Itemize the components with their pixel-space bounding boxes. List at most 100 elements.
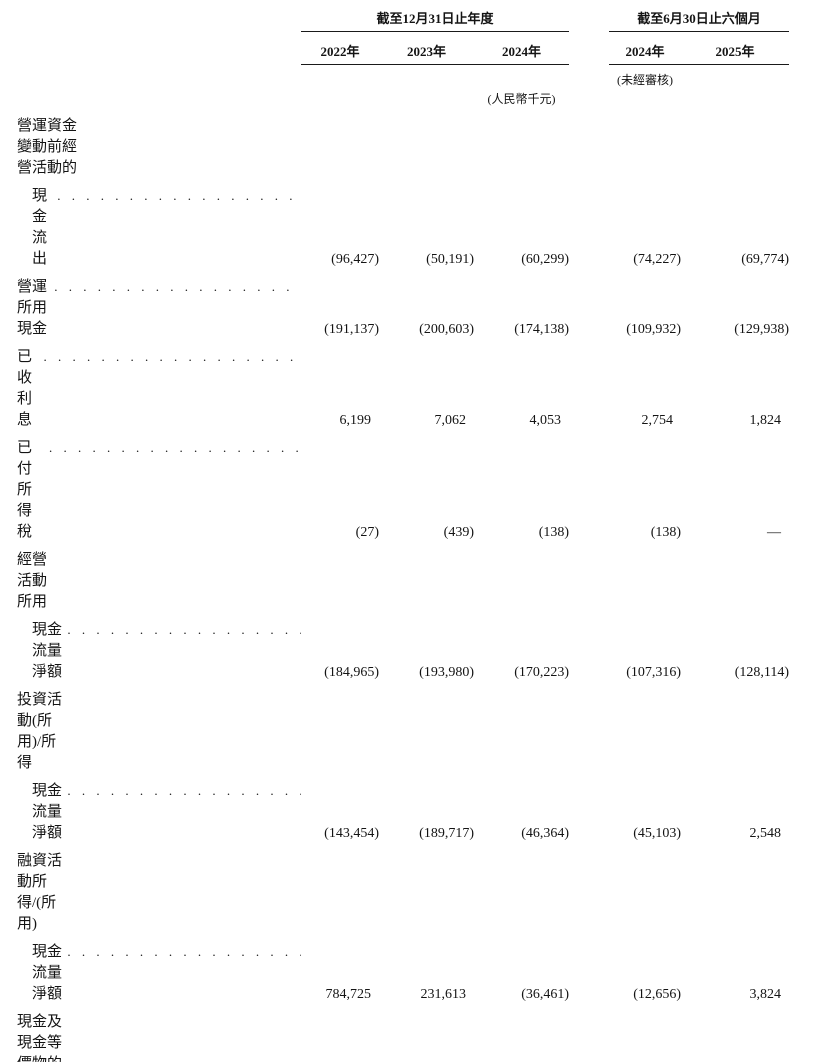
- value-num: 2,754: [641, 413, 674, 428]
- value-num: (45,103): [633, 826, 682, 841]
- value-cell-2024-interim: (107,316): [609, 614, 681, 684]
- row-label-cell: 投資活動(所用)/所得 . . . . . . . . . . . . . . …: [17, 684, 301, 775]
- value-cell-2025-interim: 2,548: [681, 775, 789, 845]
- table-row: 現金流量淨額 . . . . . . . . . . . . . . . . .…: [17, 775, 789, 845]
- value-cell-2023: [379, 544, 474, 614]
- value-num: 7,062: [434, 413, 467, 428]
- row-label-text: 已付所得稅: [17, 440, 33, 540]
- column-gap: [569, 845, 609, 936]
- row-label-cell: 營運所用現金 . . . . . . . . . . . . . . . . .…: [17, 271, 301, 341]
- row-label: 營運資金變動前經營活動的 . . . . . . . . . . . . . .…: [17, 114, 301, 177]
- year-header-2022: 2022年: [301, 31, 379, 65]
- value-cell-2022: (184,965): [301, 614, 379, 684]
- column-gap: [569, 614, 609, 684]
- year-header-2024: 2024年: [474, 31, 570, 65]
- value-num: (138): [538, 525, 570, 540]
- value-cell-2025-interim: [681, 544, 789, 614]
- value-cell-2024-interim: (12,656): [609, 936, 681, 1006]
- row-label-text: 融資活動所得/(所用): [17, 853, 63, 932]
- label-column-header: [17, 6, 301, 32]
- value-num: (96,427): [331, 252, 379, 267]
- column-gap: [569, 110, 609, 180]
- value-cell-2024-interim: (45,103): [609, 775, 681, 845]
- row-label-text: 營運所用現金: [17, 279, 48, 337]
- dot-leader: . . . . . . . . . . . . . . . . . . . . …: [67, 622, 301, 637]
- value-cell-2024-interim: 2,754: [609, 341, 681, 432]
- value-num: (174,138): [514, 322, 570, 337]
- row-label-cell: 現金流量淨額 . . . . . . . . . . . . . . . . .…: [17, 936, 301, 1006]
- row-label-cell: 經營活動所用 . . . . . . . . . . . . . . . . .…: [17, 544, 301, 614]
- dot-leader: . . . . . . . . . . . . . . . . . . . . …: [67, 944, 301, 959]
- value-cell-2025-interim: (129,938): [681, 271, 789, 341]
- value-cell-2023: 7,062: [379, 341, 474, 432]
- dot-leader: . . . . . . . . . . . . . . . . . . . . …: [48, 440, 301, 455]
- table-row: 營運資金變動前經營活動的 . . . . . . . . . . . . . .…: [17, 110, 789, 180]
- column-gap: [569, 432, 609, 544]
- value-cell-2024: (174,138): [474, 271, 569, 341]
- value-num: 4,053: [529, 413, 562, 428]
- value-cell-2024: (36,461): [474, 936, 569, 1006]
- row-label: 投資活動(所用)/所得 . . . . . . . . . . . . . . …: [17, 688, 301, 772]
- column-gap: [569, 775, 609, 845]
- value-cell-2024: [474, 1006, 569, 1062]
- value-cell-2022: [301, 684, 379, 775]
- value-num: (189,717): [419, 826, 474, 841]
- period-groups-row: 截至12月31日止年度 截至6月30日止六個月: [17, 6, 790, 32]
- unaudited-note: (未經審核): [617, 73, 674, 87]
- row-label-text: 經營活動所用: [17, 552, 48, 610]
- year-header-2023: 2023年: [379, 31, 474, 65]
- row-label-text: 現金流量淨額: [32, 944, 63, 1002]
- value-cell-2022: (191,137): [301, 271, 379, 341]
- value-cell-2024-interim: [609, 544, 681, 614]
- value-cell-2023: [379, 845, 474, 936]
- value-cell-2023: [379, 110, 474, 180]
- row-label-text: 現金及現金等價物的: [17, 1014, 63, 1062]
- value-cell-2024: 4,053: [474, 341, 569, 432]
- row-label-text: 現金流量淨額: [32, 622, 63, 680]
- column-gap: [569, 271, 609, 341]
- row-label-text: 營運資金變動前經營活動的: [17, 118, 78, 176]
- table-row: 融資活動所得/(所用) . . . . . . . . . . . . . . …: [17, 845, 789, 936]
- unaudited-note-row: (未經審核): [17, 65, 789, 89]
- table-header: 截至12月31日止年度 截至6月30日止六個月 2022年 2023年 2024…: [17, 6, 790, 110]
- value-cell-2022: (96,427): [301, 180, 379, 271]
- value-num: (143,454): [324, 826, 379, 841]
- value-cell-2024: [474, 845, 569, 936]
- value-cell-2024-interim: [609, 1006, 681, 1062]
- value-cell-2023: (200,603): [379, 271, 474, 341]
- value-num: 784,725: [325, 987, 372, 1002]
- value-num: (109,932): [626, 322, 682, 337]
- cash-flow-table: 截至12月31日止年度 截至6月30日止六個月 2022年 2023年 2024…: [16, 6, 790, 1062]
- currency-note-row: (人民幣千元): [17, 88, 789, 110]
- value-cell-2024: [474, 110, 569, 180]
- value-cell-2025-interim: [681, 1006, 789, 1062]
- value-cell-2024-interim: (109,932): [609, 271, 681, 341]
- value-num: 2,548: [749, 826, 782, 841]
- row-label-text: 現金流出: [32, 188, 48, 267]
- row-label-cell: 已付所得稅 . . . . . . . . . . . . . . . . . …: [17, 432, 301, 544]
- row-label-cell: 現金及現金等價物的 . . . . . . . . . . . . . . . …: [17, 1006, 301, 1062]
- value-cell-2024-interim: [609, 110, 681, 180]
- column-gap: [569, 544, 609, 614]
- value-cell-2023: (193,980): [379, 614, 474, 684]
- value-num: (12,656): [633, 987, 682, 1002]
- dot-leader: . . . . . . . . . . . . . . . . . . . . …: [54, 279, 301, 294]
- dot-leader: . . . . . . . . . . . . . . . . . . . . …: [57, 188, 301, 203]
- value-cell-2024-interim: (138): [609, 432, 681, 544]
- table-row: 投資活動(所用)/所得 . . . . . . . . . . . . . . …: [17, 684, 789, 775]
- value-num: (191,137): [324, 322, 379, 337]
- value-num: (36,461): [521, 987, 570, 1002]
- value-num: (27): [355, 525, 379, 540]
- row-label: 現金流量淨額 . . . . . . . . . . . . . . . . .…: [17, 940, 301, 1003]
- table-row: 現金流出 . . . . . . . . . . . . . . . . . .…: [17, 180, 789, 271]
- value-cell-2024-interim: (74,227): [609, 180, 681, 271]
- value-cell-2024: (170,223): [474, 614, 569, 684]
- currency-note: (人民幣千元): [487, 92, 556, 106]
- value-cell-2025-interim: [681, 684, 789, 775]
- value-cell-2022: 6,199: [301, 341, 379, 432]
- value-cell-2022: (143,454): [301, 775, 379, 845]
- value-cell-2023: (439): [379, 432, 474, 544]
- value-cell-2025-interim: [681, 845, 789, 936]
- row-label-cell: 現金流量淨額 . . . . . . . . . . . . . . . . .…: [17, 775, 301, 845]
- value-cell-2024: (60,299): [474, 180, 569, 271]
